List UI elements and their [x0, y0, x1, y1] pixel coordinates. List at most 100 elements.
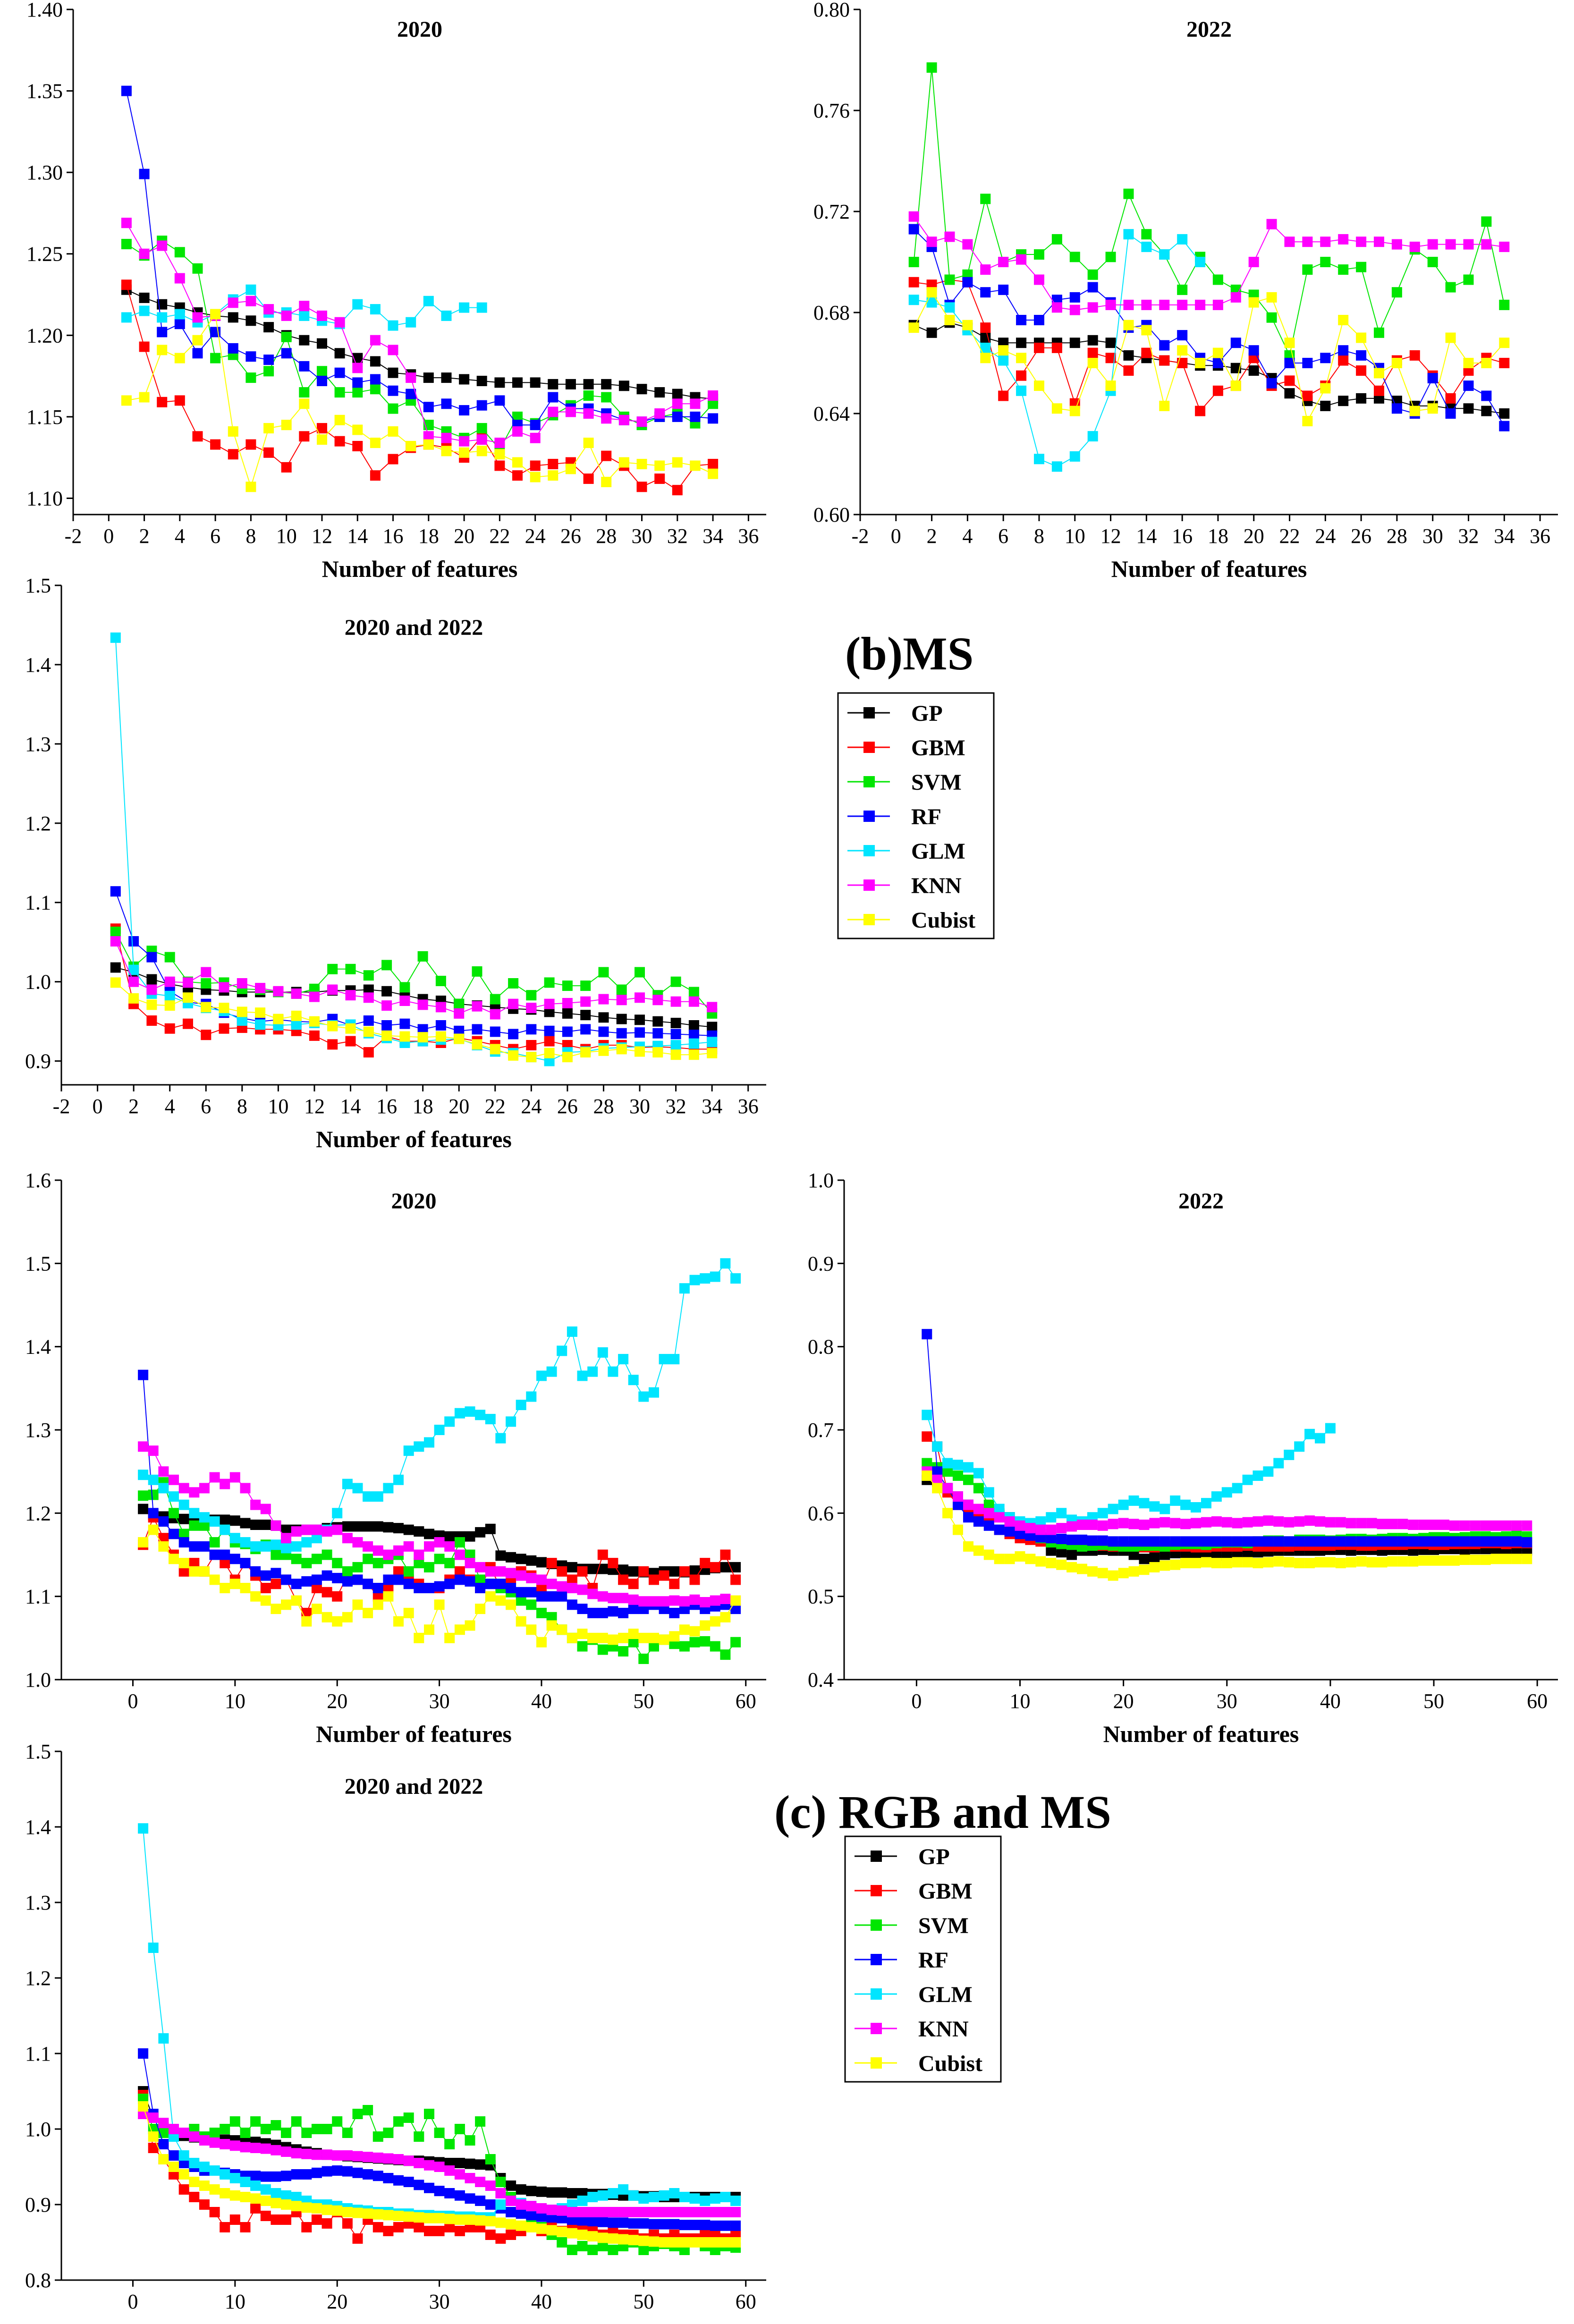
chart-ms2020: 1.101.151.201.251.301.351.40-2 0 2 4 6 8 10 12 1… [26, 0, 766, 582]
data-point [506, 2207, 516, 2217]
data-point [209, 2207, 220, 2217]
data-point [322, 1526, 332, 1537]
data-point [1118, 1568, 1129, 1579]
data-point [1180, 1536, 1191, 1547]
data-point [309, 1016, 320, 1027]
data-point [1387, 1556, 1398, 1567]
data-point [322, 1570, 332, 1581]
data-point [512, 470, 523, 481]
data-point [414, 1441, 424, 1452]
data-point [700, 2237, 711, 2248]
data-point [980, 264, 991, 275]
data-point [1051, 234, 1062, 245]
data-point [299, 431, 310, 442]
data-point [577, 1370, 588, 1381]
data-point [536, 1370, 547, 1381]
legend-frame [837, 692, 995, 939]
data-point [139, 292, 150, 303]
series-line [913, 291, 1505, 423]
data-point [399, 1031, 410, 1042]
data-point [393, 2116, 404, 2127]
legend-label: RF [918, 1948, 948, 1973]
data-point [1397, 1519, 1408, 1530]
data-point [649, 1387, 659, 1398]
data-point [485, 2199, 496, 2210]
data-point [199, 2180, 210, 2191]
data-point [250, 2203, 261, 2214]
data-point [546, 1366, 557, 1377]
data-point [1149, 1518, 1160, 1529]
data-point [1248, 297, 1259, 308]
series-line [126, 91, 713, 426]
data-point [417, 951, 428, 962]
data-point [1511, 1536, 1522, 1547]
data-point [273, 1014, 284, 1024]
series-line [143, 1262, 736, 1549]
data-point [1522, 1520, 1532, 1531]
x-tick-label: 20 [454, 524, 474, 548]
data-point [475, 1583, 486, 1593]
data-point [1427, 239, 1438, 250]
x-tick-label: 10 [1010, 1690, 1031, 1713]
data-point [393, 1545, 404, 1556]
data-point [922, 1458, 932, 1469]
data-point [459, 302, 470, 313]
data-point [1397, 1536, 1408, 1547]
data-point [1159, 299, 1170, 310]
data-point [1087, 269, 1098, 280]
data-point [577, 1629, 588, 1639]
data-point [1015, 1520, 1025, 1531]
data-point [393, 1566, 404, 1577]
data-point [372, 1491, 383, 1502]
data-point [1212, 274, 1223, 285]
x-tick-label: 0 [103, 524, 114, 548]
legend-marker [871, 1954, 882, 1965]
data-point [700, 1558, 711, 1569]
y-tick-label: 1.3 [25, 733, 51, 756]
data-point [444, 1558, 455, 1569]
data-point [565, 379, 576, 389]
data-point [372, 1599, 383, 1610]
data-point [1087, 335, 1098, 346]
data-point [1242, 1536, 1253, 1547]
data-point [245, 482, 256, 492]
data-point [649, 2236, 659, 2247]
data-point [1034, 249, 1044, 260]
data-point [1263, 1536, 1274, 1547]
x-tick-label: 30 [429, 1690, 450, 1713]
data-point [352, 1599, 363, 1610]
series-line [115, 931, 712, 1014]
data-point [1449, 1536, 1460, 1547]
data-point [1046, 1558, 1057, 1569]
data-point [158, 2139, 169, 2149]
x-tick-label: 34 [702, 1095, 722, 1118]
data-point [1097, 1568, 1108, 1579]
data-point [271, 1604, 281, 1614]
data-point [322, 1612, 332, 1623]
legend-label: GLM [918, 1982, 973, 2007]
data-point [942, 1466, 953, 1477]
data-point [700, 2207, 711, 2217]
data-point [263, 447, 274, 458]
data-point [567, 2188, 577, 2198]
x-tick-label: -2 [53, 1095, 70, 1118]
data-point [1338, 234, 1349, 245]
data-point [352, 299, 363, 310]
x-tick-label: 2 [139, 524, 150, 548]
data-point [672, 411, 683, 422]
data-point [495, 1550, 506, 1561]
data-point [1211, 1491, 1222, 1502]
data-point [1034, 315, 1044, 325]
data-point [583, 438, 594, 448]
data-point [229, 1472, 240, 1483]
data-point [1490, 1554, 1501, 1564]
data-point [669, 2237, 680, 2248]
data-point [516, 1616, 526, 1627]
data-point [601, 392, 612, 403]
data-point [388, 320, 398, 331]
data-point [1159, 400, 1170, 411]
data-point [169, 1491, 179, 1502]
data-point [209, 1516, 220, 1527]
